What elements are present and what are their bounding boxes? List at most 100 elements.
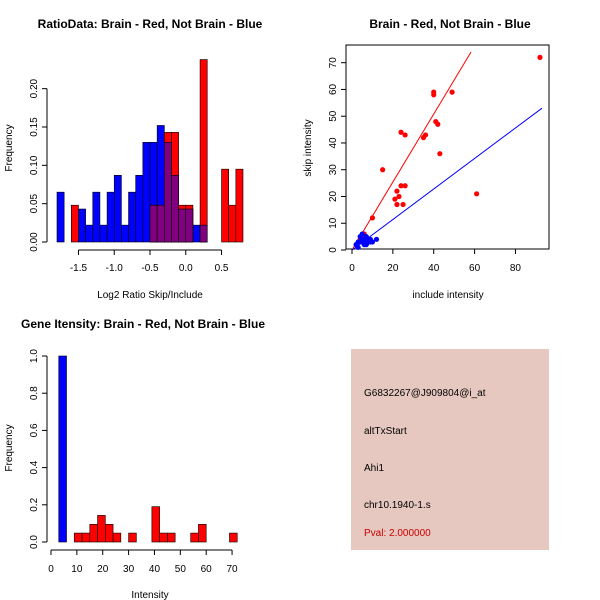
y-tick-label: 60 bbox=[328, 83, 339, 95]
red-point bbox=[400, 201, 406, 208]
blue-bar bbox=[128, 191, 136, 243]
y-tick-label: 0.15 bbox=[29, 117, 40, 137]
x-tick-label: -1.5 bbox=[70, 263, 88, 274]
red-point bbox=[396, 193, 402, 200]
blue-bar bbox=[142, 142, 151, 243]
x-tick-label: 0 bbox=[349, 263, 355, 274]
overlap-bar bbox=[185, 208, 194, 243]
y-tick-label: 0.4 bbox=[29, 460, 40, 474]
x-tick-label: 40 bbox=[428, 263, 440, 274]
info-panel: G6832267@J909804@i_at altTxStart Ahi1 ch… bbox=[351, 349, 549, 550]
ratio-histogram-ylabel: Frequency bbox=[4, 124, 15, 171]
info-panel-background bbox=[351, 349, 549, 550]
overlap-bar bbox=[171, 175, 179, 243]
x-tick-label: -1.0 bbox=[106, 263, 124, 274]
gene-intensity-title: Gene Itensity: Brain - Red, Not Brain - … bbox=[21, 317, 265, 331]
blue-point bbox=[359, 231, 365, 237]
scatter-title: Brain - Red, Not Brain - Blue bbox=[369, 17, 531, 31]
red-point bbox=[398, 183, 404, 189]
y-tick-label: 0.2 bbox=[29, 497, 40, 511]
red-bar bbox=[128, 532, 137, 543]
blue-bar bbox=[92, 191, 101, 243]
blue-point bbox=[373, 236, 380, 242]
red-bar bbox=[105, 524, 114, 543]
red-fit-line bbox=[351, 51, 472, 251]
ratio-histogram: RatioData: Brain - Red, Not Brain - Blue… bbox=[4, 17, 263, 301]
x-tick-label: 40 bbox=[149, 564, 161, 575]
gene-intensity-histogram: Gene Itensity: Brain - Red, Not Brain - … bbox=[4, 317, 265, 600]
probe-id-text: G6832267@J909804@i_at bbox=[364, 388, 486, 399]
y-tick-label: 40 bbox=[328, 137, 339, 149]
blue-bar bbox=[78, 208, 86, 243]
ratio-histogram-xlabel: Log2 Ratio Skip/Include bbox=[97, 290, 203, 301]
overlap-bar bbox=[164, 142, 172, 243]
overlap-bar bbox=[199, 224, 208, 243]
y-tick-label: 0.6 bbox=[29, 423, 40, 437]
overlap-bar bbox=[149, 204, 158, 243]
blue-fit-line bbox=[351, 107, 543, 251]
overlap-bar bbox=[178, 208, 187, 243]
red-point bbox=[398, 129, 404, 135]
red-point bbox=[380, 167, 386, 173]
x-tick-label: 50 bbox=[175, 564, 187, 575]
x-tick-label: 80 bbox=[510, 263, 522, 274]
x-tick-label: 60 bbox=[469, 263, 481, 274]
blue-bar bbox=[99, 224, 108, 243]
blue-bar bbox=[113, 175, 122, 243]
y-tick-label: 0 bbox=[328, 247, 339, 253]
x-tick-label: 30 bbox=[123, 564, 135, 575]
red-point bbox=[420, 135, 427, 141]
red-bar bbox=[97, 515, 106, 543]
x-tick-label: 70 bbox=[227, 564, 239, 575]
red-bar bbox=[235, 168, 244, 243]
blue-bar bbox=[58, 355, 67, 543]
red-bar bbox=[73, 532, 83, 543]
red-point bbox=[402, 183, 408, 189]
x-tick-label: 0.5 bbox=[215, 263, 229, 274]
y-tick-label: 30 bbox=[328, 164, 339, 176]
y-tick-label: 10 bbox=[328, 217, 339, 229]
red-bar bbox=[221, 168, 229, 243]
y-tick-label: 0.0 bbox=[29, 535, 40, 549]
overlap-bar bbox=[156, 204, 165, 243]
y-tick-label: 1.0 bbox=[29, 349, 40, 363]
red-bar bbox=[81, 532, 91, 543]
y-tick-label: 0.20 bbox=[29, 78, 40, 98]
red-bar bbox=[151, 506, 160, 543]
blue-bar bbox=[192, 224, 201, 243]
blue-point bbox=[359, 239, 365, 245]
red-point bbox=[394, 201, 400, 208]
gene-intensity-xlabel: Intensity bbox=[131, 590, 168, 600]
x-tick-label: 0.0 bbox=[179, 263, 193, 274]
red-bar bbox=[159, 532, 168, 543]
x-tick-label: 0 bbox=[48, 564, 54, 575]
location-text: chr10.1940-1.s bbox=[364, 500, 431, 511]
y-tick-label: 50 bbox=[328, 110, 339, 122]
red-point bbox=[435, 121, 441, 127]
red-bar bbox=[167, 532, 176, 543]
red-bar bbox=[112, 532, 122, 543]
scatter-xlabel: include intensity bbox=[412, 290, 483, 301]
scatter-ylabel: skip intensity bbox=[303, 119, 314, 176]
red-point bbox=[449, 89, 455, 95]
red-point bbox=[369, 215, 376, 221]
y-tick-label: 70 bbox=[328, 57, 339, 69]
y-tick-label: 20 bbox=[328, 190, 339, 202]
red-bar bbox=[228, 204, 237, 243]
blue-point bbox=[367, 236, 373, 242]
red-bar bbox=[199, 59, 208, 243]
y-tick-label: 0.05 bbox=[29, 193, 40, 213]
red-bar bbox=[89, 524, 98, 543]
x-tick-label: 20 bbox=[97, 564, 109, 575]
gene-intensity-ylabel: Frequency bbox=[4, 424, 15, 471]
x-tick-label: 20 bbox=[387, 263, 399, 274]
y-tick-label: 0.00 bbox=[29, 232, 40, 252]
blue-bar bbox=[135, 175, 144, 243]
pval-text: Pval: 2.000000 bbox=[364, 528, 431, 539]
x-tick-label: 10 bbox=[71, 564, 83, 575]
intensity-scatter: Brain - Red, Not Brain - Blue 0 20 40 60 80 0… bbox=[303, 17, 550, 301]
blue-bar bbox=[121, 224, 129, 243]
red-point bbox=[394, 188, 400, 194]
